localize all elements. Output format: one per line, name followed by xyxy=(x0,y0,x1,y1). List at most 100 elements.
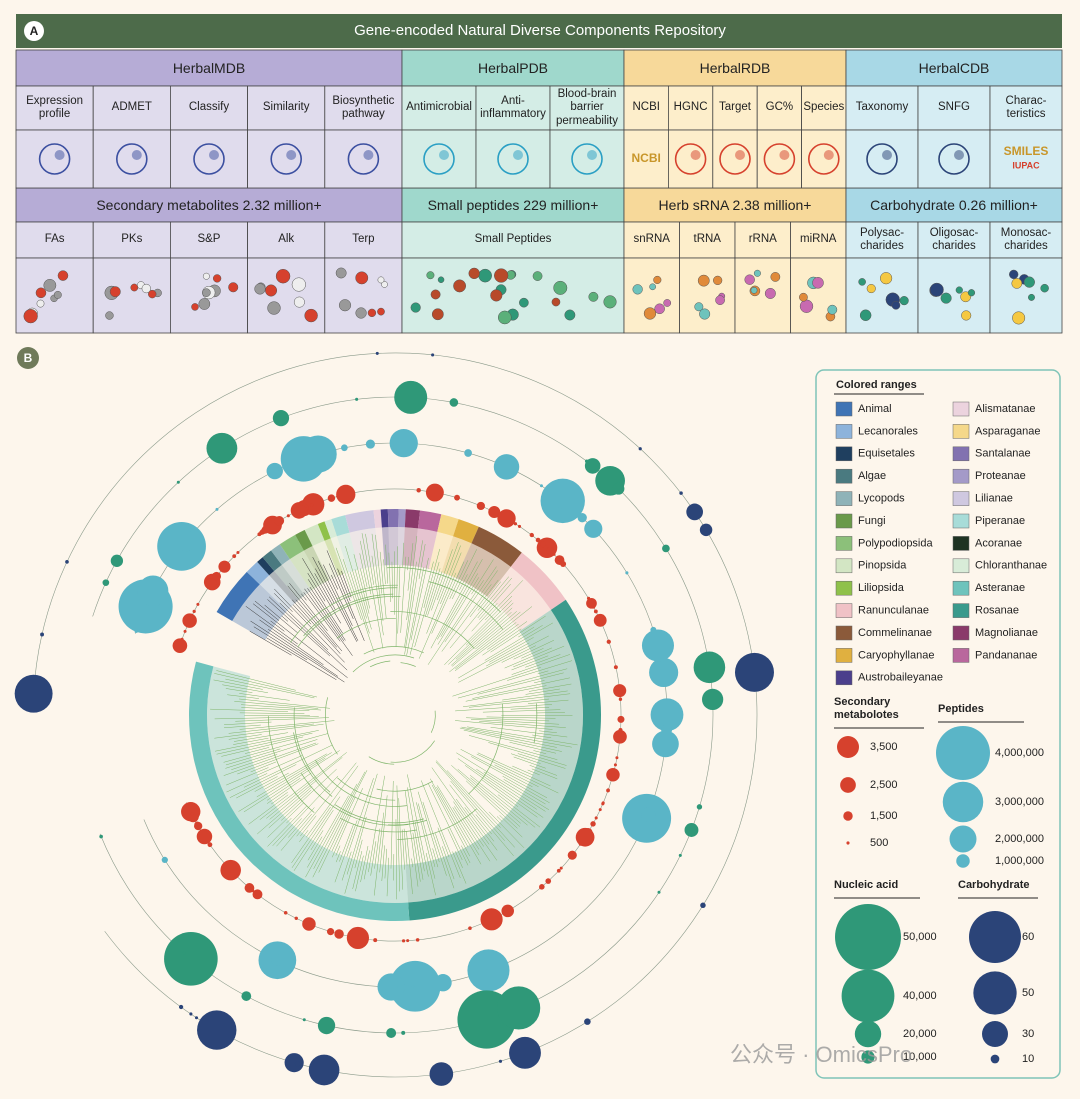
tree-branch xyxy=(404,561,417,648)
tree-branch xyxy=(424,568,441,617)
legend-label: Alismatanae xyxy=(975,403,1036,415)
legend-label: Rosanae xyxy=(975,605,1019,617)
database-stat: Secondary metabolites 2.32 million+ xyxy=(96,196,322,213)
database-stat: Small peptides 229 million+ xyxy=(427,196,599,213)
ring-bubble xyxy=(693,651,726,684)
tree-branch xyxy=(225,739,318,769)
component-image xyxy=(35,287,47,299)
tree-branch xyxy=(363,646,424,655)
tree-branch xyxy=(451,612,512,666)
component-label: Polysac- charides xyxy=(859,226,905,252)
range-segment xyxy=(304,524,325,547)
tree-branch xyxy=(455,798,490,845)
legend-swatch xyxy=(952,580,970,596)
ring-bubble xyxy=(218,560,231,573)
component-label-box: snRNA xyxy=(634,233,670,245)
ring-bubble xyxy=(182,951,186,955)
legend-label: Lilianae xyxy=(975,493,1013,505)
range-segment xyxy=(259,575,295,611)
tree-branch xyxy=(468,735,558,760)
legend-swatch xyxy=(835,580,853,596)
tree-branch xyxy=(431,767,498,861)
tool-label: GC% xyxy=(765,101,794,114)
tree-branch xyxy=(457,768,521,824)
ring-bubble xyxy=(454,494,460,501)
legend-swatch xyxy=(835,670,853,686)
ring-bubble xyxy=(577,513,587,523)
tree-branch xyxy=(454,623,519,672)
tree-branch xyxy=(250,761,277,773)
tree-branch xyxy=(483,771,546,812)
tree-branch xyxy=(254,600,280,621)
ring-bubble xyxy=(298,505,306,513)
tree-branch xyxy=(482,628,522,656)
tree-branch xyxy=(248,794,289,825)
cell-bg xyxy=(324,257,403,334)
ring-bubble xyxy=(190,812,194,816)
legend-label: Acoranae xyxy=(975,537,1022,549)
ring-bubble xyxy=(467,949,510,992)
ring-bubble xyxy=(389,429,418,458)
tree-branch xyxy=(457,758,544,818)
ring-bubble xyxy=(397,985,401,989)
tree-branch xyxy=(504,647,553,669)
ring-bubble xyxy=(196,828,213,845)
tree-branch xyxy=(459,727,557,748)
ring-bubble xyxy=(389,960,441,1012)
tree-branch xyxy=(484,625,543,661)
component-image xyxy=(198,298,211,310)
component-image xyxy=(799,292,808,302)
tree-branch xyxy=(337,568,351,602)
ring-bubble xyxy=(517,524,522,528)
ring-bubble xyxy=(216,573,220,577)
size-label: 3,500 xyxy=(870,741,898,753)
tree-branch xyxy=(228,723,315,734)
tree-branch xyxy=(411,858,413,868)
cell-bg xyxy=(623,187,847,223)
tree-branch xyxy=(528,683,572,692)
ring-bubble xyxy=(183,629,187,633)
tree-branch xyxy=(533,680,545,684)
tree-branch xyxy=(448,602,514,665)
component-label-box: PKs xyxy=(121,233,142,245)
ring-bubble xyxy=(601,801,605,805)
legend-label: Lycopods xyxy=(858,493,905,505)
tree-branch xyxy=(464,765,538,818)
ring-bubble xyxy=(266,462,283,480)
legend-label: Equisetales xyxy=(858,448,915,460)
tree-branch xyxy=(264,753,327,790)
tree-branch xyxy=(257,786,313,835)
legend-swatch xyxy=(952,401,970,417)
size-label: 20,000 xyxy=(903,1028,937,1040)
component-image xyxy=(293,296,305,308)
tree-branch xyxy=(376,780,433,792)
tool-icon xyxy=(497,143,529,175)
ring-bubble xyxy=(468,926,472,930)
size-label: 30 xyxy=(1022,1028,1034,1040)
tree-branch xyxy=(471,603,498,632)
tree-branch xyxy=(452,807,480,850)
tree-branch xyxy=(223,742,317,776)
tool-label-box: NCBI xyxy=(632,101,659,113)
component-image xyxy=(653,275,662,284)
tool-icon xyxy=(571,143,603,175)
ring-bubble xyxy=(425,483,444,502)
ring-bubble xyxy=(449,398,459,407)
tree-branch xyxy=(537,670,549,675)
component-image xyxy=(109,286,121,298)
tree-branch xyxy=(455,851,463,869)
tree-branch xyxy=(465,685,547,702)
tree-branch xyxy=(280,813,312,851)
tree-branch xyxy=(525,654,561,668)
tree-branch xyxy=(404,540,423,655)
size-label: 4,000,000 xyxy=(995,747,1044,759)
database-name: HerbalRDB xyxy=(699,59,771,76)
ring-bubble xyxy=(641,629,674,662)
tree-branch xyxy=(241,707,310,712)
ring-bubble xyxy=(556,868,561,873)
tree-branch xyxy=(336,624,362,639)
tree-branch xyxy=(374,828,381,869)
tree-branch xyxy=(349,571,370,634)
tree-branch xyxy=(352,850,363,890)
tree-branch xyxy=(354,569,372,630)
